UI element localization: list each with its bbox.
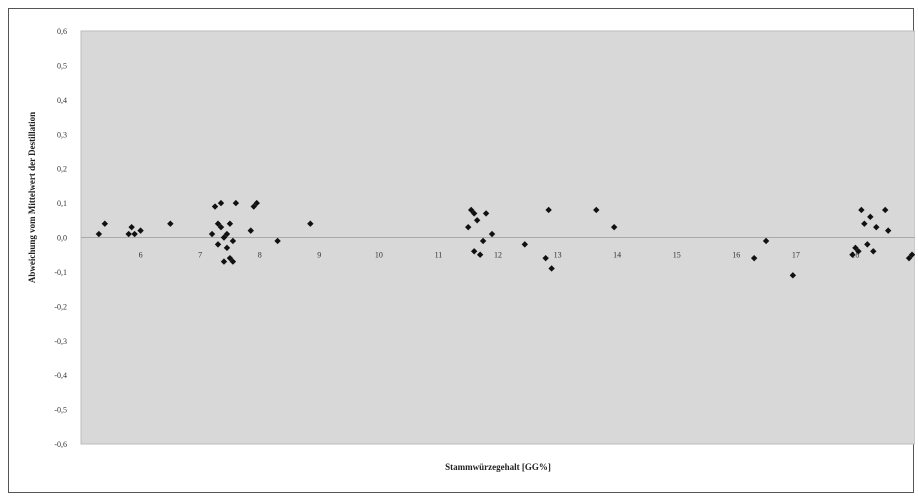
data-point [95,230,103,238]
data-point [488,230,496,238]
x-tick-label: 16 [732,251,740,260]
data-point [610,223,618,231]
y-tick-label: -0,4 [54,371,67,380]
data-point [548,265,555,272]
data-point [884,227,892,234]
data-point [864,241,871,248]
x-tick-label: 11 [435,251,443,260]
x-tick-label: 14 [613,251,621,260]
x-tick-label: 18 [851,251,859,260]
y-tick-label: 0,5 [57,61,67,70]
y-tick-label: -0,3 [54,337,67,346]
data-point [867,213,874,221]
data-point [521,241,529,248]
data-point [223,230,231,238]
x-tick-label: 15 [673,251,681,260]
x-axis-label: Stammwürzegehalt [GG%] [445,462,551,472]
data-point [849,251,856,258]
data-point [101,220,109,227]
y-axis-label: Abweichung vom Mittelwert der Destillati… [27,112,37,283]
data-point [789,272,797,279]
y-tick-label: 0,2 [57,165,67,174]
data-point [226,220,234,227]
y-tick-label: 0,4 [57,96,67,105]
x-tick-label: 12 [494,251,502,260]
data-point [131,230,138,238]
data-point [593,206,600,214]
x-tick-label: 8 [258,251,262,260]
x-tick-label: 10 [375,251,383,260]
chart-frame: 0,6 0,5 0,4 0,3 0,2 0,1 0,0 -0,1 -0,2 -0,3 -0,4 -0,… [8,8,915,493]
data-point [762,237,770,245]
data-point [128,223,135,231]
y-tick-label: -0,1 [54,268,67,277]
data-point [482,210,490,217]
data-point [855,248,862,255]
data-point [905,254,913,262]
y-tick-label: -0,5 [54,406,67,415]
data-point [882,206,889,214]
y-tick-label: 0,3 [57,130,67,139]
x-tick-label: 13 [554,251,562,260]
data-point [226,254,234,262]
x-tick-label: 7 [198,251,202,260]
data-point [873,223,880,231]
x-tick-label: 6 [139,251,143,260]
data-point [229,258,237,265]
x-axis: 6 7 8 9 10 11 12 13 14 15 16 17 18 [139,251,860,260]
data-point [214,220,222,227]
data-point [470,210,478,217]
data-point [858,206,865,214]
data-point [125,230,132,238]
data-point [467,206,475,214]
data-point [137,227,144,234]
y-tick-label: 0,6 [57,27,67,36]
y-axis: 0,6 0,5 0,4 0,3 0,2 0,1 0,0 -0,1 -0,2 -0,3 -0,4 -0,… [54,27,67,449]
data-point [274,237,281,245]
data-point [861,220,868,227]
y-tick-label: -0,6 [54,440,67,449]
data-point [214,241,222,248]
data-point [250,203,257,210]
data-point [220,234,228,241]
data-point [223,244,231,252]
data-point [908,251,915,258]
data-point [852,244,859,252]
y-tick-label: 0,0 [57,234,67,243]
scatter-chart: 0,6 0,5 0,4 0,3 0,2 0,1 0,0 -0,1 -0,2 -0,3 -0,4 -0,… [27,27,915,472]
data-point [479,237,487,245]
data-point [253,199,260,207]
x-tick-label: 9 [317,251,321,260]
data-point [208,230,216,238]
data-point [465,223,472,231]
data-point [476,251,484,258]
data-point [470,248,478,255]
data-point [211,203,219,210]
data-point [229,237,237,245]
y-tick-label: -0,2 [54,302,67,311]
data-point [217,199,225,207]
data-point [232,199,240,207]
data-point [307,220,314,227]
data-point [247,227,254,234]
data-point [217,223,225,231]
y-tick-label: 0,1 [57,199,67,208]
data-point [545,206,552,214]
data-point [473,217,481,224]
data-point [870,248,877,255]
data-point [167,220,174,227]
x-tick-label: 17 [792,251,800,260]
data-point [220,258,228,265]
